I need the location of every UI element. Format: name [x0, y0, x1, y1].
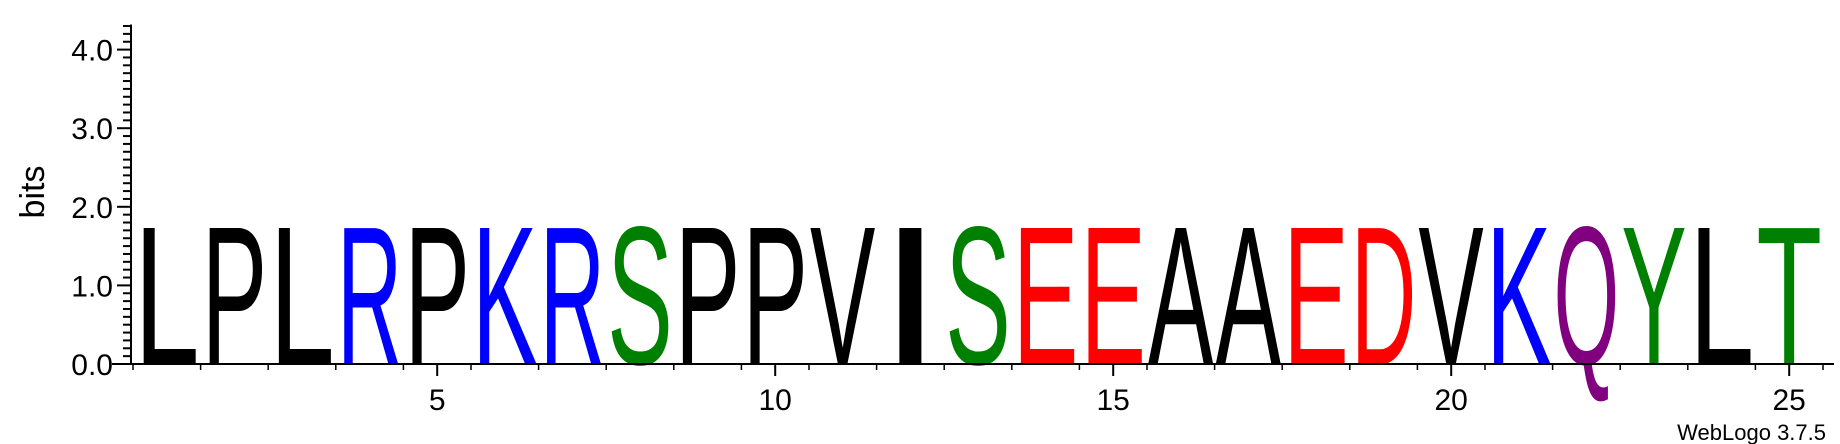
x-tick-label: 5 [429, 384, 446, 417]
logo-letter-8: S [607, 187, 673, 407]
y-axis-label: bits [14, 166, 52, 219]
logo-letter-14: E [1013, 187, 1079, 407]
y-tick-label: 1.0 [71, 270, 113, 303]
y-tick-label: 2.0 [71, 192, 113, 225]
logo-letter-6: K [472, 187, 538, 407]
y-axis: 0.0 1.0 2.0 3.0 4.0 [71, 24, 132, 382]
logo-letter-24: L [1689, 187, 1755, 407]
logo-letter-11: V [810, 187, 875, 407]
logo-letter-23: Y [1621, 187, 1687, 407]
logo-letter-4: R [337, 185, 403, 406]
logo-letter-7: R [540, 185, 606, 406]
logo-letter-12: I [878, 186, 944, 407]
y-tick-label: 3.0 [71, 113, 113, 146]
x-tick-label: 25 [1773, 384, 1806, 417]
logo-letter-9: P [675, 187, 741, 407]
x-tick-label: 20 [1435, 384, 1468, 417]
logo-letter-18: E [1283, 187, 1349, 407]
logo-letter-3: L [269, 187, 335, 407]
logo-letter-22: Q [1554, 186, 1620, 407]
logo-letter-21: K [1486, 187, 1552, 407]
logo-letter-1: L [134, 187, 200, 407]
y-tick-label: 4.0 [71, 35, 113, 68]
y-tick-label: 0.0 [71, 349, 113, 382]
logo-letter-13: S [945, 187, 1011, 407]
x-tick-label: 15 [1097, 384, 1130, 417]
x-tick-label: 10 [759, 384, 792, 417]
weblogo-credit: WebLogo 3.7.5 [1677, 420, 1826, 444]
x-axis: 5 10 15 20 25 [112, 363, 1834, 417]
logo-letter-17: A [1216, 187, 1281, 407]
logo-letter-2: P [202, 187, 268, 407]
logo-letter-16: A [1148, 187, 1213, 407]
logo-letter-19: D [1351, 185, 1417, 406]
